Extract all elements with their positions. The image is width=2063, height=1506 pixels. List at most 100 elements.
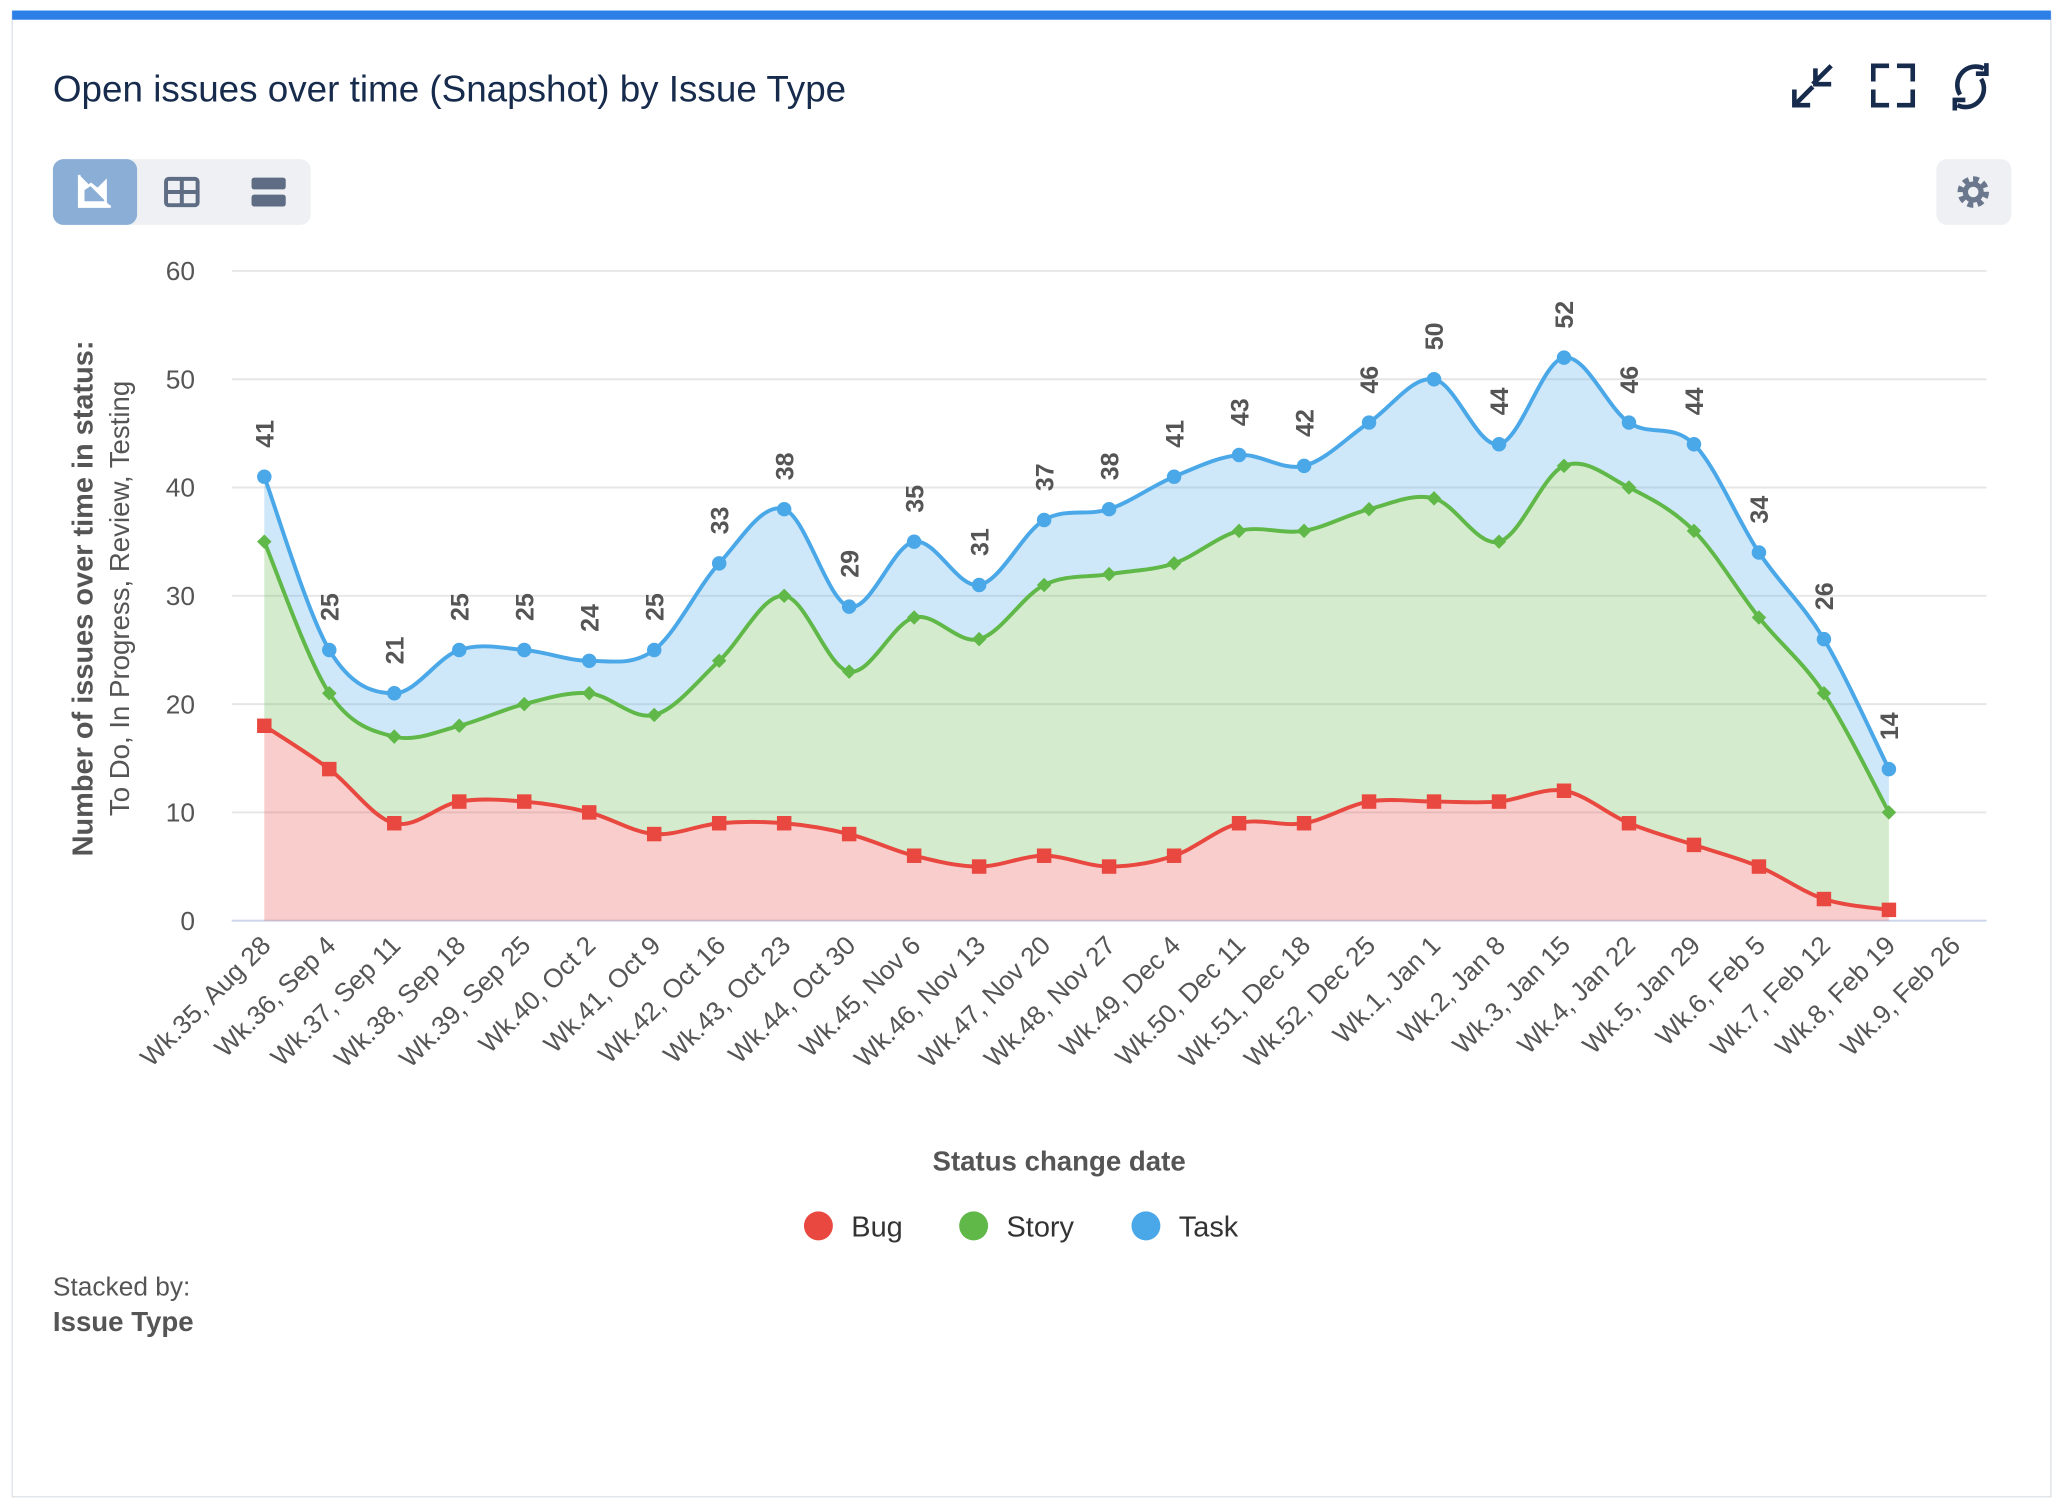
gear-icon	[1957, 176, 1990, 208]
marker-circle	[1296, 458, 1312, 474]
marker-circle	[1686, 436, 1702, 452]
marker-diamond	[646, 707, 662, 723]
y-tick-label: 0	[180, 906, 195, 936]
total-label: 50	[1421, 323, 1449, 351]
total-label: 25	[641, 593, 669, 621]
marker-square	[1296, 816, 1312, 831]
marker-circle	[906, 534, 922, 549]
total-label: 41	[252, 420, 280, 448]
marker-square	[1816, 891, 1832, 907]
settings-button[interactable]	[1936, 159, 2012, 225]
table-icon[interactable]	[164, 176, 200, 208]
series-area	[264, 463, 1889, 910]
marker-circle	[387, 686, 402, 701]
legend-label[interactable]: Task	[1179, 1211, 1239, 1243]
total-label: 25	[511, 593, 539, 621]
marker-circle	[1231, 447, 1247, 463]
marker-diamond	[1621, 480, 1637, 495]
x-axis-title: Status change date	[933, 1146, 1186, 1177]
y-tick-label: 10	[166, 798, 195, 828]
marker-diamond	[1816, 686, 1832, 701]
marker-circle	[1881, 761, 1897, 777]
total-label: 42	[1291, 409, 1319, 437]
total-label: 41	[1161, 420, 1189, 448]
marker-diamond	[1231, 523, 1247, 539]
marker-square	[1881, 902, 1897, 918]
marker-square	[1686, 837, 1702, 853]
marker-square	[581, 805, 597, 820]
total-label: 25	[316, 593, 344, 621]
marker-square	[776, 816, 792, 831]
total-label: 44	[1486, 387, 1514, 415]
marker-circle	[1556, 350, 1572, 365]
y-tick-label: 20	[166, 689, 195, 719]
marker-circle	[322, 642, 337, 658]
y-axis-title: Number of issues over time in status:	[67, 341, 99, 857]
legend-marker[interactable]	[959, 1211, 989, 1241]
gear-icon-core	[1962, 181, 1984, 203]
stacked-by-label: Stacked by:	[53, 1272, 190, 1302]
marker-diamond	[322, 686, 337, 701]
legend-marker[interactable]	[803, 1211, 833, 1241]
list-icon[interactable]	[251, 177, 286, 207]
marker-diamond	[452, 718, 467, 734]
marker-diamond	[1101, 566, 1117, 582]
total-label: 29	[836, 550, 864, 578]
marker-square	[1231, 816, 1247, 831]
marker-square	[646, 826, 662, 842]
total-label: 44	[1681, 387, 1709, 415]
marker-square	[1556, 783, 1572, 798]
marker-diamond	[1296, 523, 1312, 539]
total-label: 37	[1031, 463, 1059, 491]
chart-icon	[77, 174, 111, 208]
total-label: 25	[446, 593, 474, 621]
marker-square	[517, 794, 532, 809]
marker-square	[711, 816, 727, 831]
marker-diamond	[1426, 491, 1442, 506]
total-label: 14	[1876, 712, 1904, 740]
total-label: 38	[771, 452, 799, 480]
marker-square	[1491, 794, 1507, 809]
marker-square	[1426, 794, 1442, 809]
marker-diamond	[387, 729, 402, 744]
header-icons[interactable]	[1792, 63, 1989, 111]
total-label: 33	[706, 507, 734, 535]
marker-circle	[1491, 436, 1507, 452]
marker-diamond	[1556, 458, 1572, 474]
widget-title: Open issues over time (Snapshot) by Issu…	[53, 68, 846, 109]
legend-marker[interactable]	[1131, 1211, 1161, 1241]
card	[11, 11, 2052, 1498]
marker-circle	[971, 577, 987, 593]
legend-label[interactable]: Bug	[851, 1211, 902, 1243]
marker-square	[1751, 859, 1767, 874]
marker-circle	[1621, 415, 1637, 430]
marker-circle	[517, 642, 532, 658]
marker-square	[1166, 848, 1182, 863]
marker-diamond	[1686, 523, 1702, 539]
areas	[264, 357, 1889, 921]
marker-circle	[1101, 501, 1117, 517]
marker-circle	[1166, 469, 1182, 484]
y-axis-subtitle: To Do, In Progress, Review, Testing	[104, 381, 135, 816]
marker-circle	[1751, 545, 1767, 560]
y-tick-label: 50	[166, 364, 195, 394]
marker-diamond	[1036, 577, 1052, 593]
stacked-by-value: Issue Type	[53, 1306, 194, 1337]
total-label: 46	[1356, 366, 1384, 394]
marker-circle	[581, 653, 597, 669]
marker-circle	[841, 599, 857, 614]
legend-label[interactable]: Story	[1007, 1211, 1075, 1243]
marker-diamond	[1881, 805, 1897, 820]
marker-circle	[257, 469, 272, 484]
total-label: 43	[1226, 398, 1254, 426]
y-tick-label: 60	[166, 256, 195, 286]
marker-square	[257, 718, 272, 734]
chart-view-button[interactable]	[52, 159, 138, 225]
marker-square	[1621, 816, 1637, 831]
marker-square	[322, 761, 337, 777]
top-bar	[12, 10, 2051, 20]
total-label: 31	[966, 528, 994, 556]
marker-circle	[1036, 512, 1052, 528]
